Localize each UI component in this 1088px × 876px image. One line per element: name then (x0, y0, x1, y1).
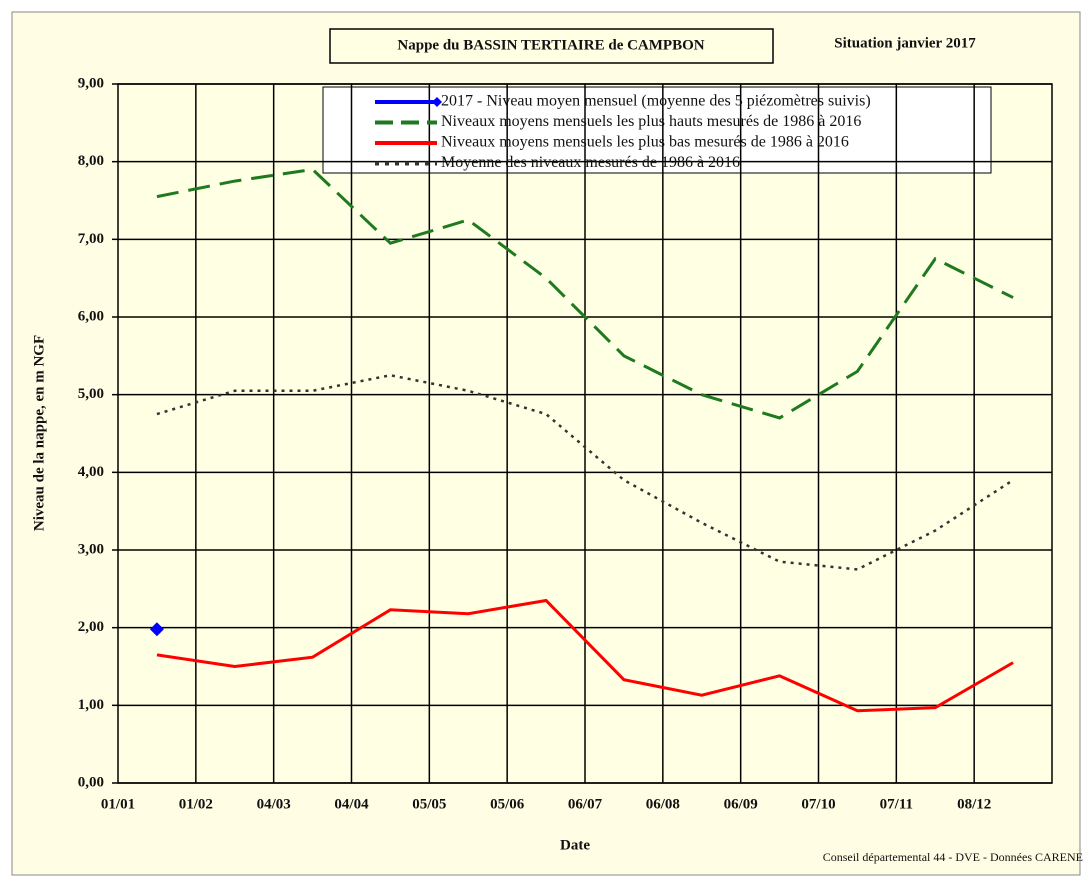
legend-marker (432, 97, 442, 107)
legend-label: Niveaux moyens mensuels les plus hauts m… (441, 113, 861, 130)
x-tick-label: 01/01 (101, 796, 135, 812)
legend-label: Niveaux moyens mensuels les plus bas mes… (441, 134, 849, 151)
chart-title: Nappe du BASSIN TERTIAIRE de CAMPBON (397, 37, 704, 53)
source-note: Conseil départemental 44 - DVE - Données… (823, 850, 1083, 864)
y-tick-label: 3,00 (78, 541, 104, 557)
x-tick-label: 07/11 (880, 796, 913, 812)
series-line (156, 598, 1014, 713)
x-tick-label: 07/10 (801, 796, 835, 812)
series-line (156, 167, 1014, 420)
y-axis-label: Niveau de la nappe, en m NGF (31, 335, 47, 531)
y-tick-label: 9,00 (78, 75, 104, 91)
y-tick-label: 5,00 (78, 386, 104, 402)
x-tick-label: 04/04 (334, 796, 369, 812)
x-tick-label: 05/05 (412, 796, 446, 812)
data-point (149, 622, 164, 637)
x-tick-label: 06/09 (724, 796, 758, 812)
y-tick-label: 8,00 (78, 153, 104, 169)
x-tick-label: 06/08 (646, 796, 680, 812)
x-tick-label: 08/12 (957, 796, 991, 812)
y-tick-label: 7,00 (78, 231, 104, 247)
x-tick-label: 01/02 (179, 796, 213, 812)
y-tick-label: 1,00 (78, 697, 104, 713)
x-tick-label: 05/06 (490, 796, 525, 812)
legend-label: 2017 - Niveau moyen mensuel (moyenne des… (441, 93, 871, 110)
x-tick-label: 04/03 (257, 796, 291, 812)
legend-label: Moyenne des niveaux mesurés de 1986 à 20… (441, 154, 740, 171)
subtitle: Situation janvier 2017 (834, 35, 976, 51)
y-tick-label: 2,00 (78, 619, 104, 635)
title-box (329, 28, 774, 64)
series-line (156, 373, 1014, 571)
y-tick-label: 6,00 (78, 308, 104, 324)
x-axis-label: Date (560, 837, 590, 853)
y-tick-label: 4,00 (78, 464, 104, 480)
y-tick-label: 0,00 (78, 774, 104, 790)
x-tick-label: 06/07 (568, 796, 603, 812)
